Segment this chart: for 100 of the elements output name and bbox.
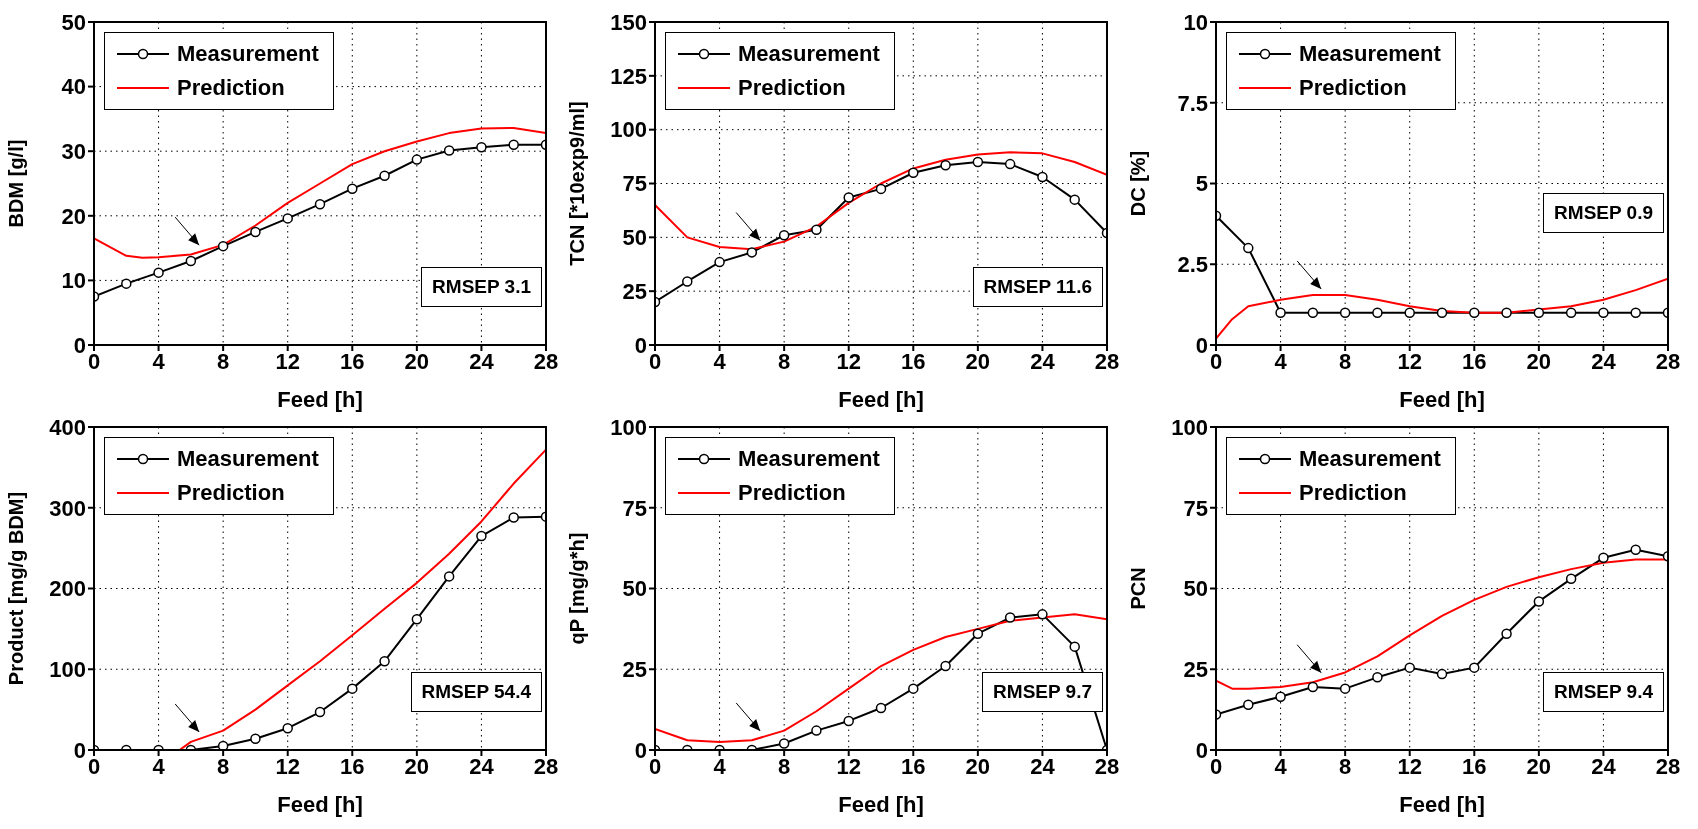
x-tick-label: 24 (1030, 753, 1056, 779)
x-tick-label: 28 (1094, 753, 1120, 779)
y-tick-label: 0 (73, 737, 86, 763)
point (476, 530, 487, 542)
y-axis-title: PCN (1127, 567, 1150, 610)
y-tick-label: 100 (1171, 414, 1208, 440)
x-tick-label: 8 (778, 753, 791, 779)
y-tick-label: 100 (610, 117, 647, 143)
x-tick-label: 4 (713, 348, 727, 374)
point (875, 702, 887, 714)
point (843, 192, 854, 203)
point (1565, 307, 1577, 318)
x-tick-label: 12 (275, 348, 300, 374)
y-tick-label: 400 (49, 414, 86, 440)
point (411, 613, 423, 625)
y-tick-label: 50 (622, 225, 647, 251)
x-tick-label: 24 (1030, 348, 1056, 374)
y-tick-label: 50 (1183, 576, 1208, 602)
point (1501, 628, 1512, 639)
point (875, 183, 887, 195)
x-axis-title: Feed [h] (1399, 387, 1485, 412)
x-tick-label: 24 (1591, 753, 1617, 779)
y-tick-label: 0 (634, 332, 647, 358)
y-tick-label: 300 (49, 495, 86, 521)
annotation: RMSEP 9.7 (982, 672, 1103, 712)
point (1339, 307, 1351, 318)
x-tick-label: 8 (1339, 753, 1352, 779)
point (1630, 307, 1641, 318)
x-tick-label: 28 (1655, 348, 1681, 374)
x-tick-label: 4 (152, 753, 166, 779)
x-tick-label: 16 (1462, 753, 1487, 779)
x-tick-label: 28 (533, 753, 559, 779)
point (1533, 596, 1545, 607)
x-tick-label: 4 (713, 753, 727, 779)
y-axis-title: DC [%] (1127, 150, 1150, 217)
x-tick-label: 20 (404, 348, 430, 374)
y-tick-label: 10 (1183, 9, 1208, 35)
point (1275, 691, 1286, 702)
legend-label: Prediction (1299, 480, 1407, 506)
x-tick-label: 16 (340, 753, 365, 779)
y-tick-label: 25 (622, 657, 647, 683)
x-tick-label: 12 (275, 753, 300, 779)
point (1372, 672, 1383, 683)
point (347, 183, 358, 194)
point (1069, 641, 1080, 652)
point (1469, 307, 1480, 318)
x-tick-label: 8 (1339, 348, 1352, 374)
legend-label: Prediction (738, 75, 846, 101)
x-tick-label: 20 (1526, 753, 1552, 779)
point (1533, 307, 1545, 318)
x-tick-label: 20 (965, 753, 991, 779)
point (185, 255, 197, 267)
annotation: RMSEP 11.6 (972, 267, 1103, 307)
legend-label: Measurement (1299, 446, 1441, 472)
y-tick-label: 75 (1183, 495, 1208, 521)
point (217, 240, 229, 252)
point (1630, 544, 1641, 555)
point (411, 154, 423, 165)
y-tick-label: 10 (61, 268, 86, 294)
x-tick-label: 8 (217, 348, 230, 374)
point (972, 628, 984, 639)
point (1598, 307, 1609, 318)
legend-label: Measurement (177, 446, 319, 472)
x-tick-label: 4 (152, 348, 166, 374)
x-tick-label: 24 (469, 753, 495, 779)
x-tick-label: 12 (836, 753, 861, 779)
x-tick-label: 24 (469, 348, 495, 374)
legend-label: Measurement (177, 41, 319, 67)
point (908, 683, 919, 694)
point (443, 571, 455, 582)
y-axis-title: TCN [*10exp9/ml] (566, 101, 589, 266)
x-axis-title: Feed [h] (838, 792, 924, 817)
legend-label: Measurement (738, 446, 880, 472)
point (1069, 194, 1080, 205)
legend-label: Prediction (177, 75, 285, 101)
y-tick-label: 125 (610, 63, 647, 89)
point (1339, 683, 1351, 694)
x-tick-label: 20 (404, 753, 430, 779)
y-tick-label: 25 (622, 278, 647, 304)
point (1404, 662, 1415, 673)
point (250, 733, 261, 744)
point (508, 512, 519, 523)
y-tick-label: 30 (61, 139, 86, 165)
y-tick-label: 200 (49, 576, 86, 602)
x-tick-label: 4 (1274, 348, 1288, 374)
point (1243, 242, 1254, 254)
y-tick-label: 0 (73, 332, 86, 358)
x-tick-label: 12 (836, 348, 861, 374)
legend-label: Prediction (177, 480, 285, 506)
legend-label: Prediction (738, 480, 846, 506)
x-tick-label: 8 (778, 348, 791, 374)
x-tick-label: 28 (1094, 348, 1120, 374)
point (347, 683, 358, 694)
y-tick-label: 0 (634, 737, 647, 763)
point (379, 655, 390, 667)
y-tick-label: 7.5 (1177, 90, 1208, 116)
point (153, 267, 164, 278)
point (940, 159, 951, 171)
x-tick-label: 8 (217, 753, 230, 779)
x-tick-label: 16 (901, 753, 926, 779)
